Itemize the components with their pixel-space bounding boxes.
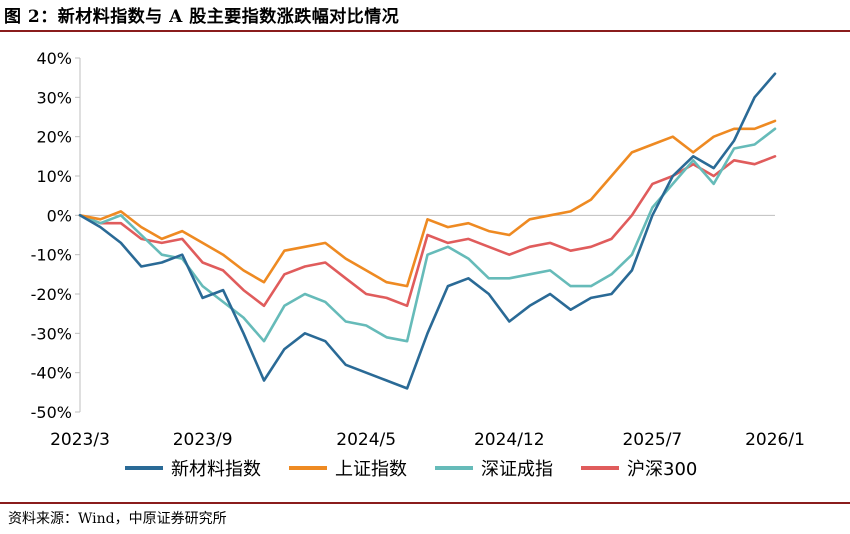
- x-axis-ticks: 2023/3 2023/9 2024/5 2024/12 2025/7 2026/1: [50, 430, 805, 450]
- y-tick-label: -30%: [31, 324, 72, 343]
- y-tick-label: -40%: [31, 364, 72, 383]
- x-tick-label: 2025/7: [622, 430, 682, 450]
- series-line-3: [78, 155, 777, 308]
- y-tick-label: 40%: [36, 49, 72, 68]
- y-tick-label: -50%: [31, 403, 72, 422]
- line-chart: 40% 30% 20% 10% 0% -10% -20% -30% -40% -50% 2023/…: [31, 49, 805, 450]
- x-tick-label: 2024/5: [336, 430, 396, 450]
- chart-legend: 新材料指数 上证指数 深证成指 沪深300: [125, 455, 697, 481]
- top-rule: [0, 30, 850, 32]
- legend-label: 上证指数: [335, 459, 407, 480]
- x-tick-label: 2024/12: [474, 430, 545, 450]
- legend-item-csi300: 沪深300: [581, 455, 697, 481]
- legend-item-new-materials: 新材料指数: [125, 455, 261, 481]
- legend-swatch: [435, 466, 473, 470]
- y-tick-label: 0%: [47, 206, 72, 225]
- legend-label: 沪深300: [627, 459, 698, 480]
- series-line-0: [78, 72, 777, 390]
- legend-swatch: [125, 466, 163, 470]
- source-note: 资料来源：Wind，中原证券研究所: [8, 511, 227, 527]
- legend-label: 新材料指数: [171, 459, 261, 480]
- legend-label: 深证成指: [481, 459, 553, 480]
- series-line-1: [78, 119, 777, 288]
- legend-swatch: [581, 466, 619, 470]
- legend-item-shanghai: 上证指数: [289, 455, 407, 481]
- y-tick-label: 10%: [36, 167, 72, 186]
- y-tick-label: 20%: [36, 128, 72, 147]
- chart-axes: [79, 58, 775, 412]
- legend-item-shenzhen: 深证成指: [435, 455, 553, 481]
- x-tick-label: 2026/1: [745, 430, 805, 450]
- bottom-rule: [0, 502, 850, 504]
- x-tick-label: 2023/9: [173, 430, 233, 450]
- y-tick-label: -10%: [31, 246, 72, 265]
- x-tick-label: 2023/3: [50, 430, 110, 450]
- figure-title: 图 2：新材料指数与 A 股主要指数涨跌幅对比情况: [4, 7, 400, 27]
- legend-swatch: [289, 466, 327, 470]
- chart-series: [78, 72, 777, 390]
- y-tick-label: -20%: [31, 285, 72, 304]
- y-tick-label: 30%: [36, 88, 72, 107]
- y-axis-ticks: 40% 30% 20% 10% 0% -10% -20% -30% -40% -50%: [31, 49, 80, 422]
